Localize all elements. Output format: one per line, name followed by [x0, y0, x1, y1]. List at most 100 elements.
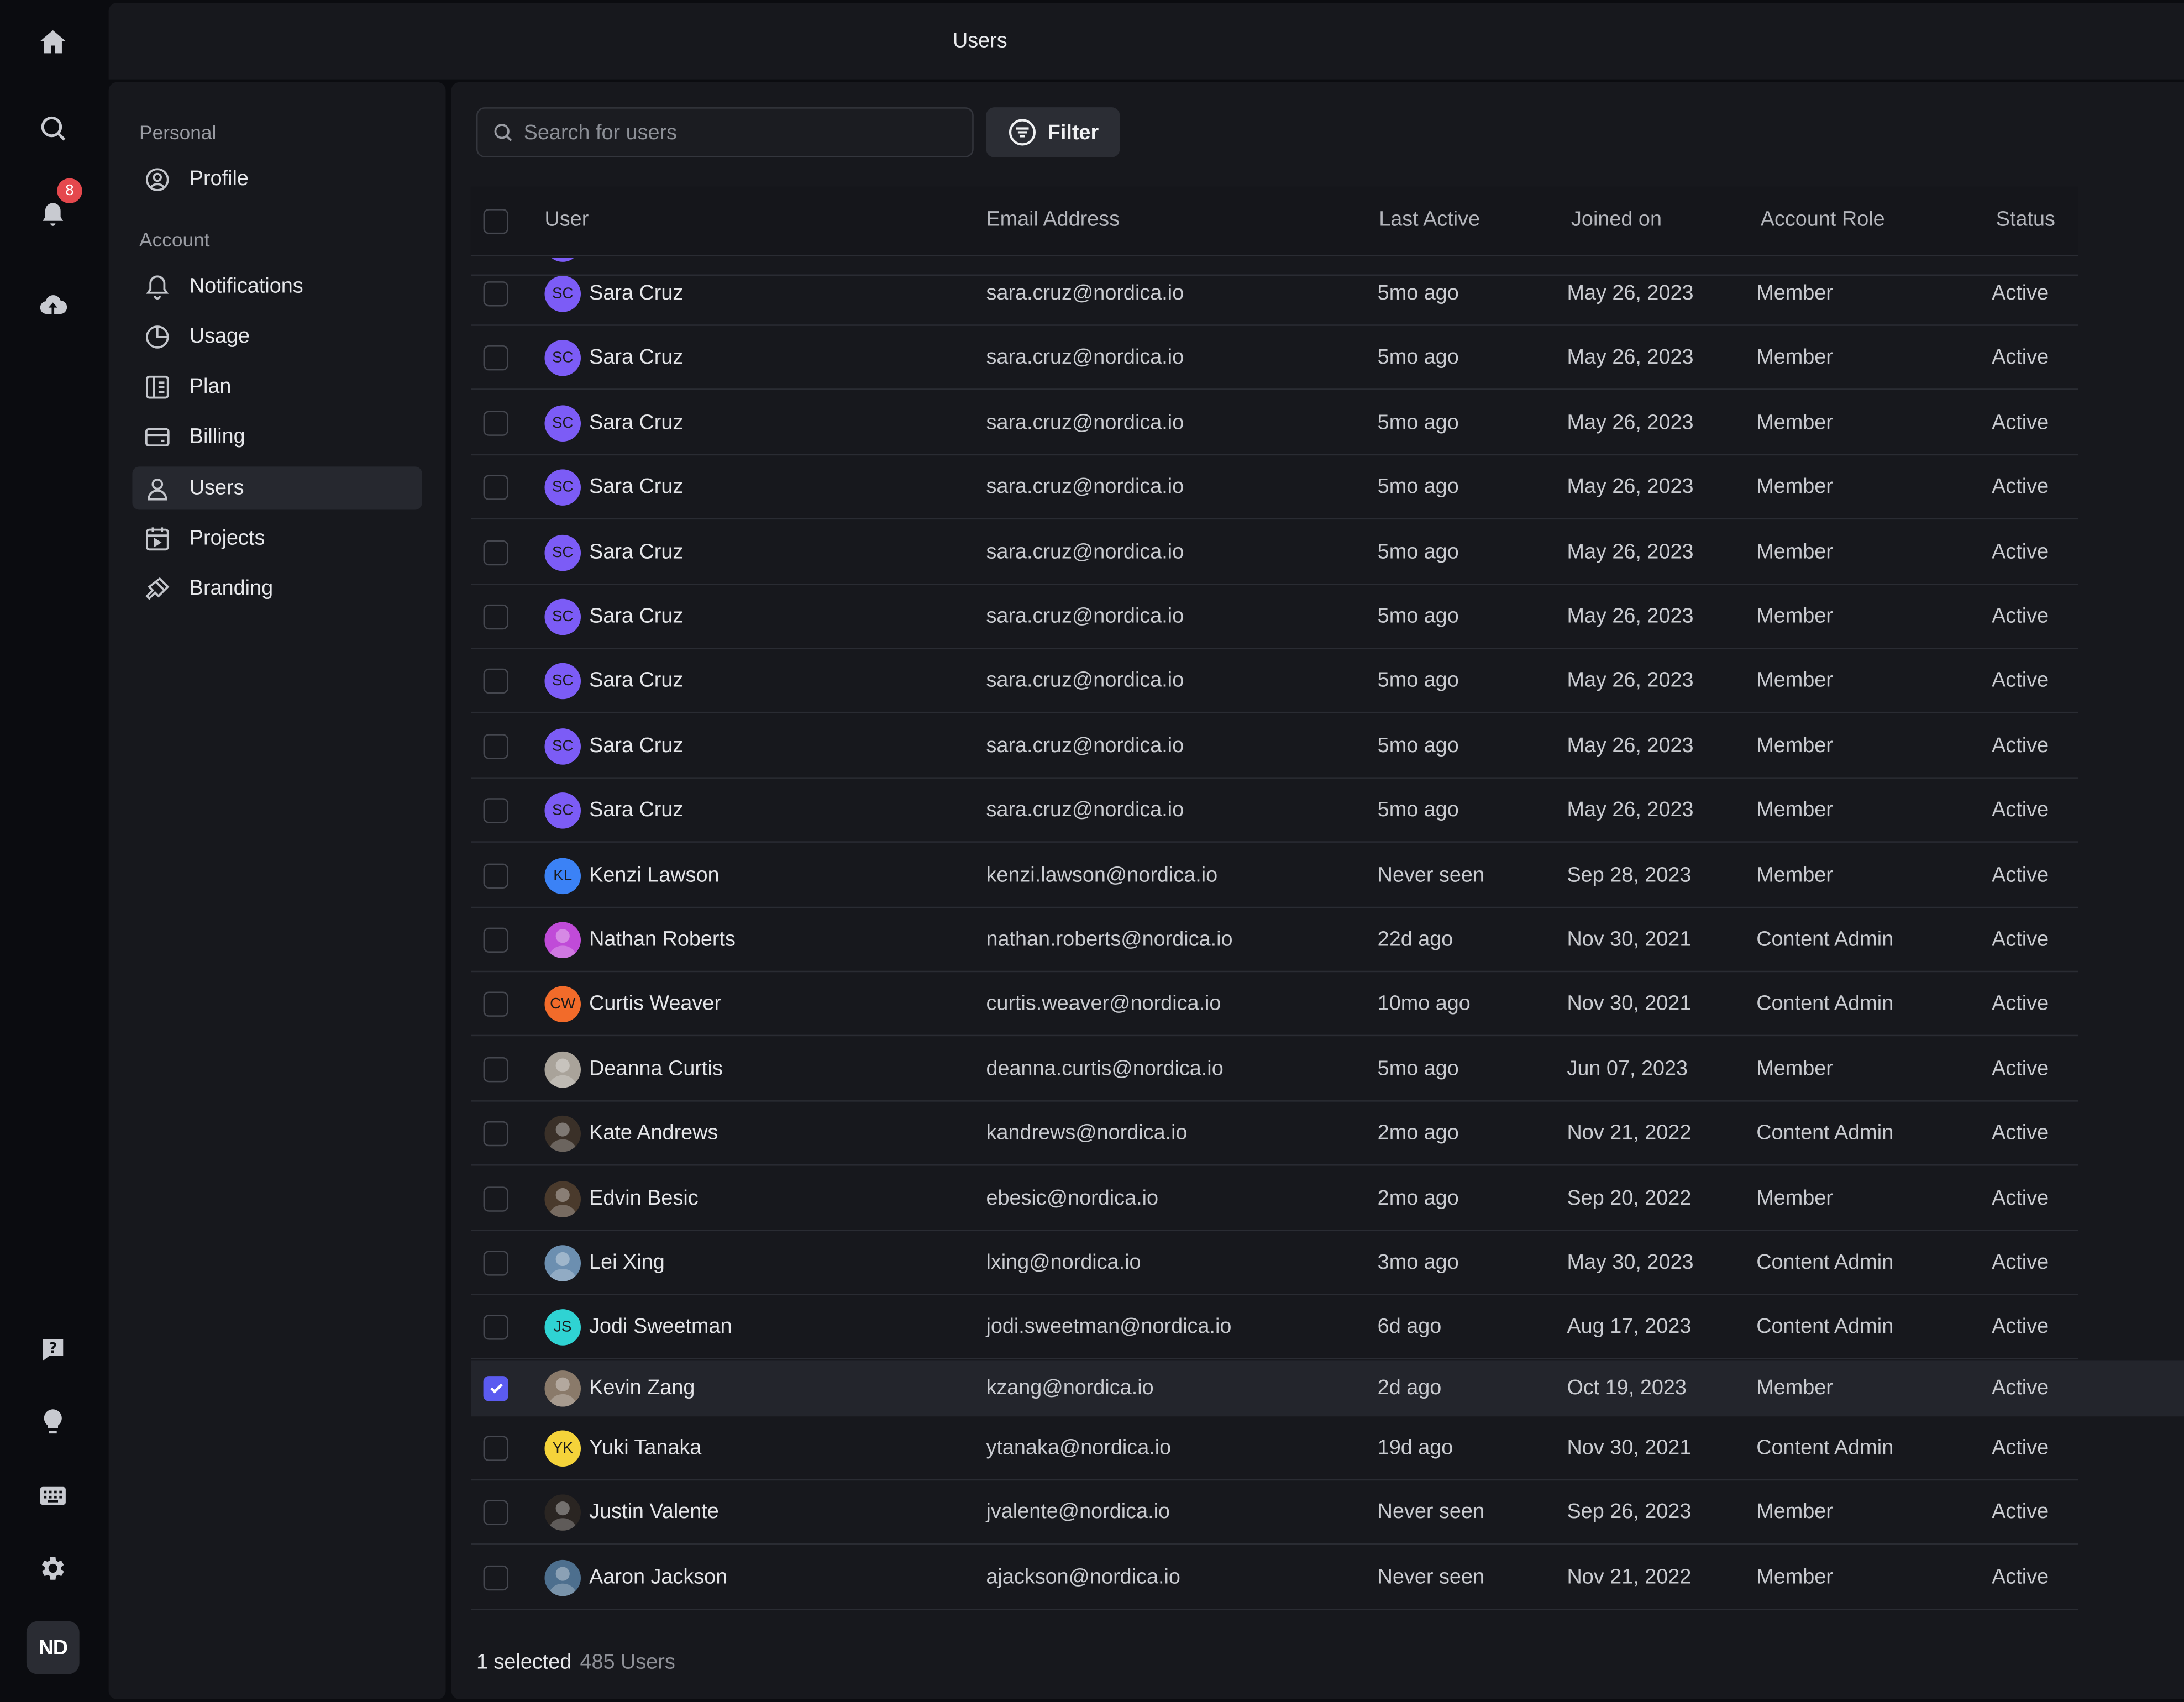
- gear-icon[interactable]: [28, 1543, 78, 1594]
- row-checkbox[interactable]: [483, 863, 508, 888]
- row-checkbox[interactable]: [483, 1500, 508, 1526]
- last-active: 5mo ago: [1377, 411, 1459, 434]
- account-role: Member: [1756, 1500, 1833, 1524]
- row-checkbox[interactable]: [483, 1375, 508, 1401]
- sidebar-item-label: Users: [189, 476, 244, 500]
- status-text: Active: [1992, 604, 2049, 628]
- sidebar-item-label: Projects: [189, 526, 265, 550]
- account-role: Member: [1756, 863, 1833, 887]
- last-active: 5mo ago: [1377, 798, 1459, 822]
- row-checkbox[interactable]: [483, 475, 508, 501]
- table-row[interactable]: JS Jodi Sweetman jodi.sweetman@nordica.io 6…: [470, 1296, 2078, 1360]
- table-row[interactable]: SC Sara Cruz sara.cruz@nordica.io 5mo ago Ma…: [470, 714, 2078, 779]
- sidebar-item-plan[interactable]: Plan: [132, 365, 422, 408]
- user-name: Kate Andrews: [589, 1121, 718, 1146]
- table-row[interactable]: Deanna Curtis deanna.curtis@nordica.io 5mo…: [470, 1037, 2078, 1102]
- help-icon[interactable]: ?: [28, 1325, 78, 1375]
- table-row[interactable]: SC Sara Cruz sara.cruz@nordica.io 5mo ago Ma…: [470, 327, 2078, 391]
- selected-count: 1 selected: [476, 1650, 572, 1674]
- table-row[interactable]: SC Sara Cruz sara.cruz@nordica.io 5mo ago Ma…: [470, 456, 2078, 520]
- search-input[interactable]: Search for users: [476, 107, 974, 157]
- home-icon[interactable]: [28, 17, 78, 67]
- row-checkbox[interactable]: [483, 927, 508, 953]
- status-text: Active: [1992, 669, 2049, 693]
- table-row[interactable]: SC Sara Cruz sara.cruz@nordica.io 5mo ago Ma…: [470, 391, 2078, 455]
- table-row[interactable]: Kate Andrews kandrews@nordica.io 2mo ago No…: [470, 1102, 2078, 1167]
- row-checkbox[interactable]: [483, 1251, 508, 1276]
- column-header-status[interactable]: Status: [1996, 207, 2055, 232]
- table-row[interactable]: Justin Valente jvalente@nordica.io Never s…: [470, 1481, 2078, 1545]
- table-row[interactable]: Kevin Zang kzang@nordica.io 2d ago Oct 19, …: [470, 1360, 2184, 1416]
- row-checkbox[interactable]: [483, 798, 508, 824]
- table-row[interactable]: YK Yuki Tanaka ytanaka@nordica.io 19d ago No…: [470, 1416, 2078, 1480]
- row-checkbox[interactable]: [483, 1315, 508, 1341]
- select-all-checkbox[interactable]: [483, 209, 508, 234]
- sidebar-item-billing[interactable]: Billing: [132, 415, 422, 458]
- sidebar-item-notifications[interactable]: Notifications: [132, 265, 422, 308]
- row-checkbox[interactable]: [483, 281, 508, 307]
- user-avatar-initials: SC: [544, 792, 581, 829]
- joined-date: Oct 19, 2023: [1567, 1375, 1687, 1400]
- sidebar-item-branding[interactable]: Branding: [132, 567, 422, 610]
- sidebar-item-users[interactable]: Users: [132, 466, 422, 510]
- status-text: Active: [1992, 798, 2049, 822]
- column-header-joined[interactable]: Joined on: [1571, 207, 1662, 232]
- column-header-user[interactable]: User: [544, 207, 589, 232]
- row-checkbox[interactable]: [483, 1436, 508, 1461]
- bell-icon[interactable]: 8: [28, 178, 82, 240]
- table-row[interactable]: SC Sara Cruz sara.cruz@nordica.io 5mo ago Ma…: [470, 585, 2078, 649]
- column-header-role[interactable]: Account Role: [1760, 207, 1885, 232]
- status-text: Active: [1992, 1375, 2049, 1400]
- row-checkbox[interactable]: [483, 669, 508, 695]
- account-role: Member: [1756, 411, 1833, 434]
- row-checkbox[interactable]: [483, 346, 508, 371]
- table-row[interactable]: Nathan Roberts nathan.roberts@nordica.io 2…: [470, 908, 2078, 973]
- joined-date: Sep 26, 2023: [1567, 1500, 1692, 1524]
- user-name: Sara Cruz: [589, 346, 684, 370]
- status-text: Active: [1992, 475, 2049, 499]
- filter-button[interactable]: Filter: [986, 107, 1120, 157]
- person-photo-icon: [549, 1501, 577, 1531]
- person-photo-icon: [549, 1058, 577, 1088]
- row-checkbox[interactable]: [483, 733, 508, 759]
- sidebar-item-projects[interactable]: Projects: [132, 517, 422, 560]
- person-photo-icon: [549, 1122, 577, 1152]
- table-row[interactable]: SC Sara Cruz sara.cruz@nordica.io 5mo ago Ma…: [470, 521, 2078, 585]
- row-checkbox[interactable]: [483, 1057, 508, 1082]
- search-icon[interactable]: [28, 103, 78, 154]
- table-row[interactable]: SC Sara Cruz sara.cruz@nordica.io 5mo ago Ma…: [470, 649, 2078, 714]
- user-name: Sara Cruz: [589, 411, 684, 434]
- table-row[interactable]: Lei Xing lxing@nordica.io 3mo ago May 30, 2…: [470, 1231, 2078, 1295]
- user-name: Sara Cruz: [589, 733, 684, 758]
- account-role: Content Admin: [1756, 1436, 1894, 1459]
- sidebar-item-profile[interactable]: Profile: [132, 157, 422, 201]
- sidebar-item-usage[interactable]: Usage: [132, 315, 422, 358]
- user-avatar[interactable]: ND: [26, 1621, 80, 1674]
- user-email: jvalente@nordica.io: [986, 1500, 1170, 1524]
- column-header-last-active[interactable]: Last Active: [1379, 207, 1481, 232]
- table-row[interactable]: CW Curtis Weaver curtis.weaver@nordica.io 1…: [470, 973, 2078, 1037]
- table-row[interactable]: SC Sara Cruz sara.cruz@nordica.io 5mo ago Ma…: [470, 262, 2078, 326]
- icon-rail: 8 ? ND: [0, 0, 106, 1702]
- table-row[interactable]: SC Sara Cruz sara.cruz@nordica.io 5mo ago Ma…: [470, 779, 2078, 843]
- lightbulb-icon[interactable]: [28, 1397, 78, 1447]
- user-avatar-initials: SC: [544, 469, 581, 506]
- table-row[interactable]: Aaron Jackson ajackson@nordica.io Never se…: [470, 1546, 2078, 1610]
- sidebar-item-label: Profile: [189, 167, 249, 191]
- last-active: 5mo ago: [1377, 669, 1459, 693]
- row-checkbox[interactable]: [483, 992, 508, 1017]
- cloud-upload-icon[interactable]: [28, 280, 78, 330]
- table-row[interactable]: Edvin Besic ebesic@nordica.io 2mo ago Sep 2…: [470, 1167, 2078, 1231]
- column-header-email[interactable]: Email Address: [986, 207, 1120, 232]
- status-text: Active: [1992, 1121, 2049, 1146]
- row-checkbox[interactable]: [483, 604, 508, 630]
- user-name: Sara Cruz: [589, 475, 684, 499]
- row-checkbox[interactable]: [483, 411, 508, 436]
- keyboard-icon[interactable]: [28, 1471, 78, 1521]
- row-checkbox[interactable]: [483, 1121, 508, 1147]
- row-checkbox[interactable]: [483, 1186, 508, 1211]
- row-checkbox[interactable]: [483, 1564, 508, 1590]
- row-checkbox[interactable]: [483, 539, 508, 565]
- credit-card-icon: [144, 423, 171, 450]
- table-row[interactable]: KL Kenzi Lawson kenzi.lawson@nordica.io Nev…: [470, 843, 2078, 908]
